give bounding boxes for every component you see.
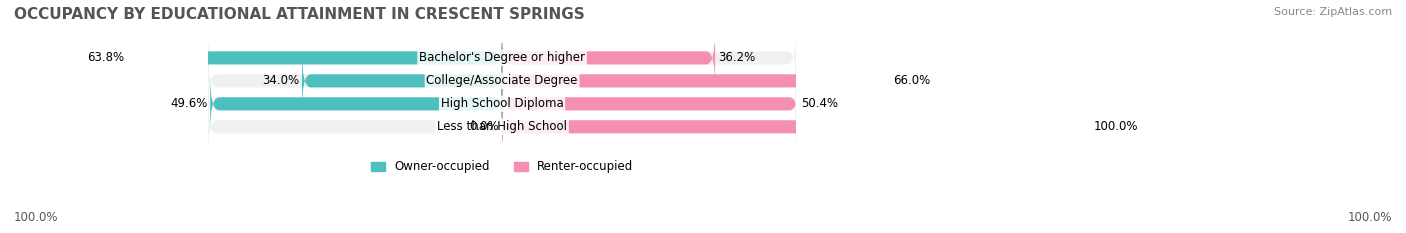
Text: 100.0%: 100.0%	[1094, 120, 1137, 133]
FancyBboxPatch shape	[502, 76, 799, 132]
FancyBboxPatch shape	[302, 53, 502, 109]
Text: Source: ZipAtlas.com: Source: ZipAtlas.com	[1274, 7, 1392, 17]
Text: 100.0%: 100.0%	[1347, 211, 1392, 224]
Text: College/Associate Degree: College/Associate Degree	[426, 74, 578, 87]
Text: Less than High School: Less than High School	[437, 120, 567, 133]
Text: 0.0%: 0.0%	[470, 120, 499, 133]
FancyBboxPatch shape	[502, 99, 1091, 155]
Text: 100.0%: 100.0%	[14, 211, 59, 224]
Text: OCCUPANCY BY EDUCATIONAL ATTAINMENT IN CRESCENT SPRINGS: OCCUPANCY BY EDUCATIONAL ATTAINMENT IN C…	[14, 7, 585, 22]
FancyBboxPatch shape	[502, 30, 716, 86]
Text: 66.0%: 66.0%	[893, 74, 931, 87]
FancyBboxPatch shape	[127, 30, 502, 86]
FancyBboxPatch shape	[208, 76, 796, 132]
FancyBboxPatch shape	[211, 76, 502, 132]
Legend: Owner-occupied, Renter-occupied: Owner-occupied, Renter-occupied	[371, 160, 633, 173]
Text: 49.6%: 49.6%	[170, 97, 207, 110]
Text: High School Diploma: High School Diploma	[440, 97, 564, 110]
FancyBboxPatch shape	[208, 30, 796, 86]
Text: 36.2%: 36.2%	[718, 51, 755, 64]
FancyBboxPatch shape	[208, 99, 796, 155]
FancyBboxPatch shape	[502, 53, 890, 109]
Text: 63.8%: 63.8%	[87, 51, 124, 64]
Text: 34.0%: 34.0%	[262, 74, 299, 87]
FancyBboxPatch shape	[208, 53, 796, 109]
Text: 50.4%: 50.4%	[801, 97, 838, 110]
Text: Bachelor's Degree or higher: Bachelor's Degree or higher	[419, 51, 585, 64]
